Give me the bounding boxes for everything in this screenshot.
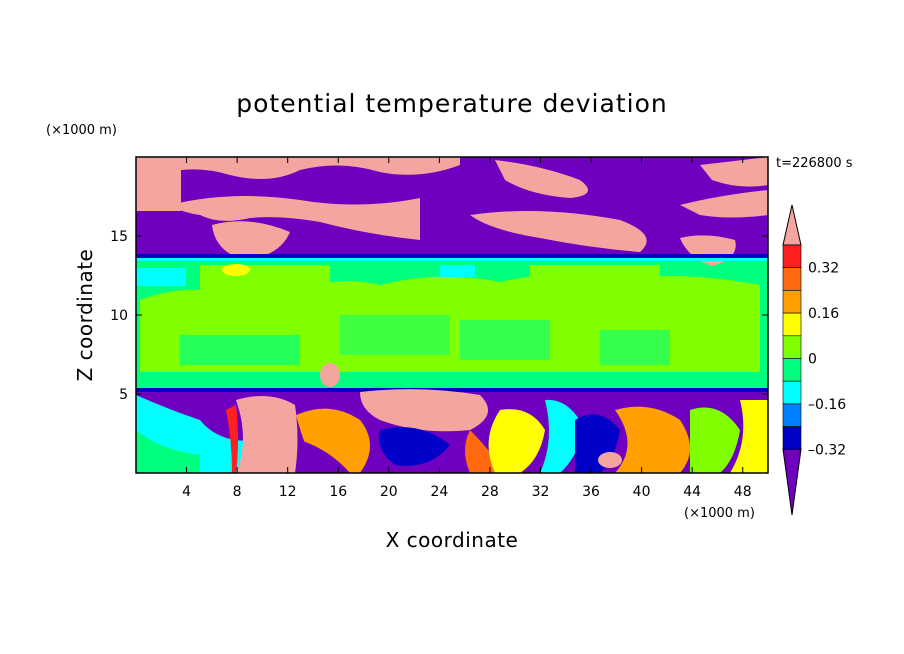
warm-patch — [212, 221, 290, 260]
x-tick-label: 44 — [683, 484, 701, 500]
warm-spot — [222, 264, 250, 276]
contour-field — [136, 157, 768, 473]
x-axis-label: X coordinate — [386, 528, 519, 552]
warm-spot — [320, 363, 340, 387]
neutral-band — [460, 320, 550, 360]
neutral-band — [340, 315, 450, 355]
eddy — [690, 407, 740, 473]
cold-spot — [440, 265, 475, 277]
colorbar-segment — [782, 335, 802, 359]
warm-patch — [495, 160, 588, 198]
cold-eddy — [300, 440, 350, 473]
warm-eddy — [236, 396, 298, 473]
cold-eddy — [540, 399, 585, 473]
y-axis-label: Z coordinate — [73, 249, 97, 382]
colorbar-segment — [782, 426, 802, 450]
x-tick-label: 8 — [233, 484, 242, 500]
chart-title: potential temperature deviation — [236, 89, 667, 118]
neutral-band — [180, 335, 300, 365]
colorbar-segment — [782, 380, 802, 405]
warm-eddy — [226, 405, 238, 473]
colorbar-segment — [782, 358, 802, 382]
x-tick-label: 36 — [582, 484, 600, 500]
x-tick-label: 16 — [329, 484, 347, 500]
warm-patch — [136, 157, 460, 185]
cold-spot — [136, 268, 186, 286]
y-unit-label: (×1000 m) — [46, 123, 117, 138]
x-tick-label: 28 — [481, 484, 499, 500]
eddy — [488, 409, 545, 473]
colorbar-segment — [782, 244, 802, 269]
warm-patch — [680, 190, 768, 218]
y-axis-ticks: 5 10 15 — [110, 229, 768, 403]
x-tick-label: 40 — [633, 484, 651, 500]
colorbar-top-triangle — [782, 204, 802, 246]
eddy — [136, 430, 200, 473]
warm-eddy — [360, 389, 488, 432]
colorbar-segment — [782, 267, 802, 291]
warm-patch — [170, 196, 420, 240]
warm-patch — [700, 157, 768, 187]
time-label: t=226800 s — [776, 156, 853, 171]
x-unit-label: (×1000 m) — [684, 506, 755, 521]
eddy — [730, 400, 768, 473]
neutral-band — [600, 330, 670, 365]
x-tick-label: 32 — [532, 484, 550, 500]
colorbar-segment — [782, 290, 802, 314]
colorbar-label: 0.32 — [808, 261, 839, 277]
colorbar-label: –0.16 — [808, 397, 846, 413]
x-tick-label: 24 — [430, 484, 448, 500]
y-tick-label: 15 — [110, 229, 128, 245]
colorbar: 0.32 0.16 0 –0.16 –0.32 — [782, 204, 846, 516]
colorbar-bottom-triangle — [782, 448, 802, 516]
warm-patch — [470, 211, 647, 252]
positive-region — [530, 265, 660, 310]
tropopause-band — [136, 254, 768, 258]
colorbar-segment — [782, 403, 802, 427]
tropopause-band — [136, 258, 768, 261]
x-tick-label: 20 — [380, 484, 398, 500]
y-tick-label: 10 — [110, 308, 128, 324]
warm-eddy — [598, 452, 622, 468]
warm-eddy — [615, 406, 690, 473]
x-tick-label: 12 — [279, 484, 297, 500]
x-axis-ticks: 4 8 12 16 20 24 28 32 36 40 44 48 — [182, 157, 752, 500]
inversion-band — [136, 388, 768, 392]
positive-region — [200, 265, 330, 320]
colorbar-label: –0.32 — [808, 442, 846, 458]
y-tick-label: 5 — [119, 387, 128, 403]
x-tick-label: 4 — [182, 484, 191, 500]
colorbar-label: 0.16 — [808, 306, 839, 322]
cold-eddy — [379, 427, 450, 466]
colorbar-label: 0 — [808, 352, 817, 368]
neutral-band — [136, 372, 768, 388]
x-tick-label: 48 — [734, 484, 752, 500]
colorbar-segment — [782, 312, 802, 337]
